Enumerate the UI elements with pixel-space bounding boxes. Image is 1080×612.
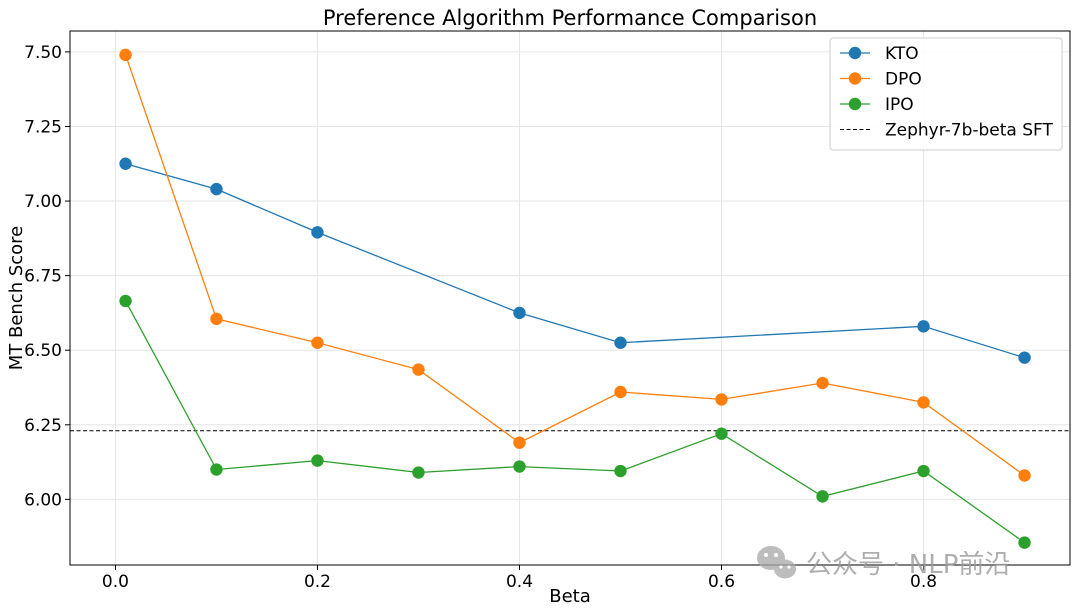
legend-marker (848, 46, 862, 60)
legend-item-dpo: DPO (840, 70, 922, 90)
legend-item-kto: KTO (840, 44, 919, 64)
x-tick-label: 0.0 (102, 572, 129, 592)
data-point-ipo (412, 466, 425, 479)
y-axis-label: MT Bench Score (6, 226, 27, 371)
watermark: 公众号 · NLP前沿 (757, 546, 1010, 580)
legend-box (829, 37, 1063, 151)
data-point-dpo (513, 436, 526, 449)
legend: KTO DPO IPO Zephyr-7b-beta SFT (829, 37, 1063, 151)
legend-items: KTO DPO IPO Zephyr-7b-beta SFT (840, 44, 1054, 141)
y-axis-ticks: 6.00 6.25 6.50 6.75 7.00 7.25 7.50 (24, 43, 70, 510)
data-point-kto (1018, 351, 1031, 364)
x-tick-label: 0.6 (708, 572, 735, 592)
y-tick-label: 7.00 (24, 192, 62, 212)
legend-marker (848, 72, 862, 85)
y-tick-label: 7.50 (24, 43, 62, 63)
data-point-ipo (311, 454, 324, 467)
series-kto (119, 157, 1031, 364)
series-line-dpo (124, 54, 1025, 477)
data-point-dpo (614, 385, 627, 399)
data-point-dpo (311, 336, 324, 349)
data-point-dpo (917, 396, 930, 409)
y-tick-label: 6.75 (24, 267, 62, 287)
data-point-kto (513, 306, 526, 320)
plot-frame (69, 30, 1071, 566)
legend-label: DPO (885, 70, 922, 90)
data-point-dpo (1018, 469, 1031, 482)
data-point-dpo (119, 48, 132, 62)
legend-item-zephyr-7b-beta-sft: Zephyr-7b-beta SFT (840, 121, 1054, 141)
data-point-dpo (715, 393, 728, 406)
data-point-kto (210, 182, 223, 196)
data-point-ipo (715, 427, 728, 440)
data-point-ipo (816, 490, 829, 503)
data-point-kto (119, 157, 132, 170)
data-point-dpo (210, 312, 223, 326)
data-point-kto (614, 336, 627, 349)
x-tick-label: 0.8 (910, 572, 937, 592)
chart-title: Preference Algorithm Performance Compari… (323, 6, 817, 30)
data-point-kto (917, 320, 930, 333)
series-line-ipo (125, 300, 1025, 544)
watermark-text: 公众号 · NLP前沿 (806, 550, 1010, 580)
legend-label: KTO (885, 44, 919, 64)
data-point-ipo (614, 464, 627, 478)
data-point-ipo (210, 463, 223, 476)
series-ipo (119, 294, 1031, 549)
series-dpo (119, 48, 1031, 482)
data-point-kto (311, 226, 324, 239)
data-point-ipo (1018, 536, 1031, 549)
y-tick-label: 6.50 (24, 341, 62, 361)
x-tick-label: 0.4 (506, 572, 533, 592)
series-layer (119, 48, 1031, 549)
y-tick-label: 7.25 (24, 117, 62, 137)
legend-marker (848, 97, 862, 111)
y-tick-label: 6.00 (24, 490, 62, 510)
wechat-icon (757, 546, 796, 579)
legend-label: IPO (885, 95, 914, 115)
x-axis-label: Beta (549, 586, 591, 607)
y-tick-label: 6.25 (24, 416, 62, 436)
data-point-dpo (816, 376, 829, 390)
grid (70, 31, 1070, 565)
x-axis-ticks: 0.0 0.2 0.4 0.6 0.8 (102, 565, 937, 592)
x-tick-label: 0.2 (304, 572, 331, 592)
data-point-dpo (412, 363, 425, 376)
legend-item-ipo: IPO (840, 95, 914, 115)
data-point-ipo (119, 294, 132, 308)
legend-label: Zephyr-7b-beta SFT (885, 121, 1054, 141)
data-point-ipo (513, 460, 526, 473)
data-point-ipo (917, 464, 930, 478)
